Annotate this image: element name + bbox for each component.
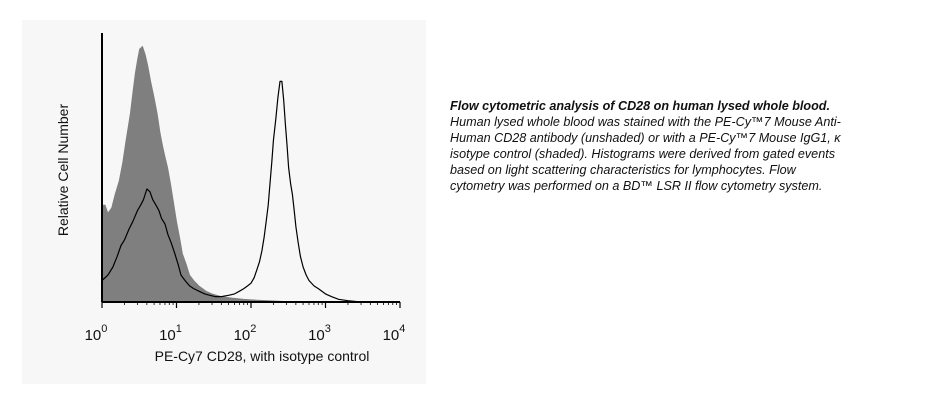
- figure-caption: Flow cytometric analysis of CD28 on huma…: [450, 98, 850, 194]
- isotype-control-histogram: [101, 45, 296, 303]
- x-axis-title: PE-Cy7 CD28, with isotype control: [155, 348, 370, 364]
- figure-panel: 100 101 102 103 104 PE-Cy7 CD28, with isotype…: [22, 20, 426, 384]
- x-tick-label: 102: [234, 323, 257, 344]
- x-tick-label: 101: [159, 323, 182, 344]
- y-axis-title: Relative Cell Number: [55, 104, 71, 237]
- x-tick-label: 100: [85, 323, 108, 344]
- cd28-histogram: [101, 80, 400, 303]
- x-tick-label: 104: [383, 323, 406, 344]
- histogram-chart: 100 101 102 103 104 PE-Cy7 CD28, with isotype…: [55, 33, 406, 364]
- x-tick-label: 103: [308, 323, 331, 344]
- caption-body: Human lysed whole blood was stained with…: [450, 115, 841, 193]
- caption-title: Flow cytometric analysis of CD28 on huma…: [450, 99, 830, 113]
